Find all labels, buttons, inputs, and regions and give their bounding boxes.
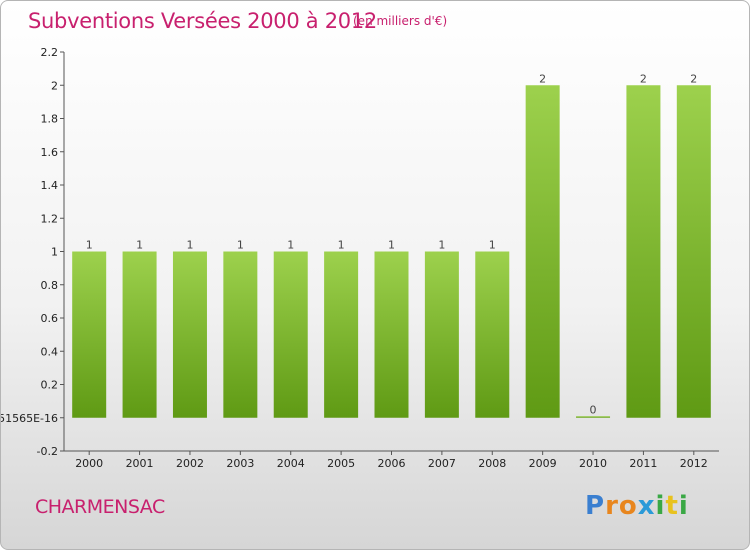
y-tick-label: 1.2 [41, 212, 59, 225]
logo-letter: x [637, 491, 656, 521]
bar [172, 251, 207, 418]
bar [122, 251, 157, 418]
y-tick-label: 0.6 [41, 312, 59, 325]
bar [273, 251, 308, 418]
x-tick-label: 2006 [378, 457, 406, 470]
bar-value-label: 1 [388, 239, 395, 252]
bar [72, 251, 107, 418]
logo-letter: i [678, 491, 689, 521]
x-tick-label: 2011 [629, 457, 657, 470]
y-tick-label: 0.4 [41, 345, 59, 358]
commune-name: CHARMENSAC [35, 496, 165, 518]
y-tick-label: 2 [51, 79, 58, 92]
bar-value-label: 1 [489, 239, 496, 252]
logo-letter: t [665, 491, 679, 521]
bar [626, 85, 661, 418]
logo-letter: o [618, 491, 638, 521]
y-tick-label: 2.2 [41, 46, 59, 59]
bar-value-label: 2 [690, 72, 697, 85]
bar-value-label: 1 [86, 239, 93, 252]
bar-value-label: 2 [539, 72, 546, 85]
bar [576, 416, 611, 418]
bar-value-label: 0 [590, 403, 597, 416]
y-tick-label: 1.8 [41, 113, 59, 126]
bar [475, 251, 510, 418]
bar-value-label: 1 [136, 239, 143, 252]
bar-value-label: 1 [237, 239, 244, 252]
y-tick-label: 0.2 [41, 379, 59, 392]
x-tick-label: 2002 [176, 457, 204, 470]
chart-unit: (en milliers d'€) [353, 14, 448, 28]
logo-letter: r [605, 491, 619, 521]
logo-letter: P [585, 491, 606, 521]
bar [525, 85, 560, 418]
x-tick-label: 2008 [478, 457, 506, 470]
x-tick-label: 2010 [579, 457, 607, 470]
bar [324, 251, 359, 418]
chart-title: Subventions Versées 2000 à 2012 [28, 9, 377, 33]
bar [676, 85, 711, 418]
bar [424, 251, 459, 418]
proxiti-logo: Proxiti [585, 491, 689, 521]
y-tick-label: 1 [51, 246, 58, 259]
x-tick-label: 2007 [428, 457, 456, 470]
logo-letter: i [655, 491, 666, 521]
y-tick-label: 1.6 [41, 146, 59, 159]
x-tick-label: 2003 [226, 457, 254, 470]
bar-value-label: 1 [186, 239, 193, 252]
x-tick-label: 2009 [529, 457, 557, 470]
x-tick-label: 2000 [75, 457, 103, 470]
bar [374, 251, 409, 418]
bar-value-label: 2 [640, 72, 647, 85]
y-tick-label: -1.1102230246251565E-16 [1, 412, 58, 425]
x-tick-label: 2005 [327, 457, 355, 470]
x-tick-label: 2012 [680, 457, 708, 470]
bar-value-label: 1 [438, 239, 445, 252]
y-tick-label: -0.2 [37, 445, 58, 458]
y-tick-label: 0.8 [41, 279, 59, 292]
bar-value-label: 1 [338, 239, 345, 252]
y-tick-label: 1.4 [41, 179, 59, 192]
bar [223, 251, 258, 418]
x-tick-label: 2001 [126, 457, 154, 470]
x-tick-label: 2004 [277, 457, 305, 470]
bar-value-label: 1 [287, 239, 294, 252]
